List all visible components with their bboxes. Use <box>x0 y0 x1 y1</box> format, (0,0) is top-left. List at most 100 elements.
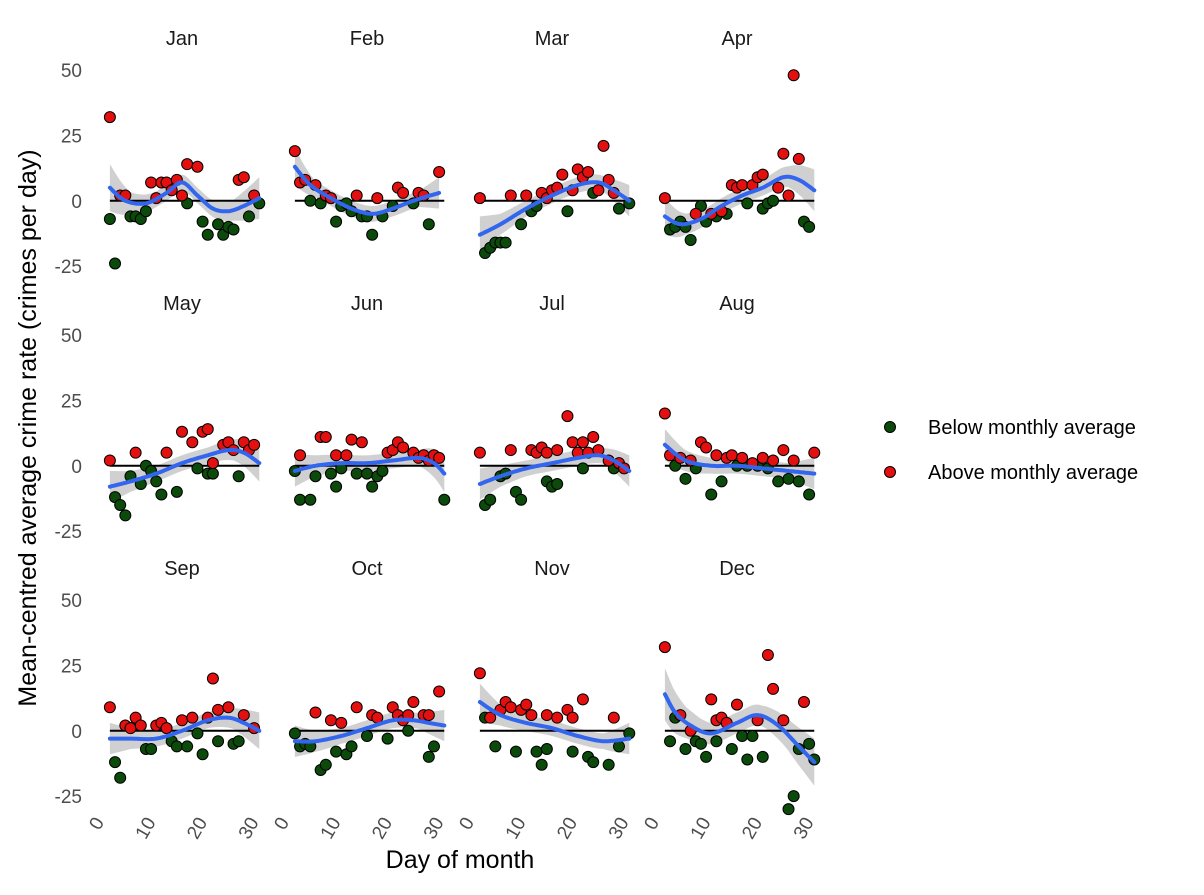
facet-jun: Jun <box>288 293 451 506</box>
point-below-average <box>782 472 795 485</box>
point-above-average <box>504 444 517 457</box>
y-tick-label: 25 <box>61 656 82 677</box>
point-below-average <box>756 750 769 763</box>
point-below-average <box>438 493 451 506</box>
point-below-average <box>330 215 343 228</box>
point-below-average <box>489 740 502 753</box>
point-below-average <box>109 257 122 270</box>
point-above-average <box>319 431 332 443</box>
point-above-average <box>587 431 600 443</box>
x-tick-label: 30 <box>235 814 264 843</box>
y-tick-label: -25 <box>55 787 82 808</box>
point-above-average <box>767 454 780 467</box>
x-tick-label: 0 <box>641 814 664 834</box>
x-tick-label: 30 <box>605 814 634 843</box>
point-below-average <box>366 480 379 493</box>
point-below-average <box>587 756 600 769</box>
point-below-average <box>119 509 132 522</box>
point-below-average <box>576 462 589 475</box>
point-above-average <box>792 152 805 165</box>
point-below-average <box>515 493 528 506</box>
x-tick-label: 30 <box>790 814 819 843</box>
point-above-average <box>473 446 486 459</box>
point-above-average <box>288 145 301 158</box>
x-tick-label: 20 <box>738 814 767 843</box>
facet-oct: Oct <box>288 558 447 776</box>
facet-apr: Apr <box>658 28 817 246</box>
smooth-trend-line <box>477 453 632 486</box>
point-above-average <box>160 722 173 735</box>
point-above-average <box>335 716 348 729</box>
point-below-average <box>201 228 214 241</box>
x-tick-label: 10 <box>317 814 346 843</box>
y-tick-label: 25 <box>61 126 82 147</box>
point-below-average <box>324 467 337 480</box>
point-above-average <box>340 449 353 462</box>
x-tick-label: 10 <box>502 814 531 843</box>
x-axis-title: Day of month <box>386 846 535 874</box>
point-below-average <box>361 729 373 742</box>
point-above-average <box>176 425 188 438</box>
point-above-average <box>787 454 800 467</box>
facet-label: Oct <box>351 558 383 580</box>
point-above-average <box>731 698 743 711</box>
point-below-average <box>741 753 754 766</box>
point-above-average <box>658 192 671 205</box>
point-below-average <box>736 729 749 742</box>
point-below-average <box>196 215 209 228</box>
confidence-band <box>479 683 630 755</box>
point-above-average <box>761 648 774 661</box>
point-below-average <box>741 197 754 210</box>
point-below-average <box>150 475 163 488</box>
point-above-average <box>345 433 358 446</box>
point-below-average <box>772 475 785 488</box>
point-above-average <box>222 701 235 714</box>
point-above-average <box>787 69 800 82</box>
point-above-average <box>324 714 337 727</box>
point-below-average <box>294 493 307 506</box>
point-above-average <box>736 451 749 464</box>
point-above-average <box>700 441 713 454</box>
confidence-band <box>479 447 630 500</box>
point-below-average <box>551 478 564 491</box>
point-below-average <box>499 236 512 249</box>
point-above-average <box>134 719 147 732</box>
point-below-average <box>309 470 322 483</box>
point-above-average <box>355 436 368 449</box>
point-below-average <box>103 213 116 226</box>
point-above-average <box>772 181 785 194</box>
smooth-trend-line <box>107 715 262 742</box>
point-above-average <box>520 698 533 711</box>
point-above-average <box>124 722 137 735</box>
facet-mar: Mar <box>473 28 636 260</box>
facet-panels: Jan Feb Mar Apr May Jun Jul Aug Sep Oct Nov Dec <box>103 28 821 816</box>
smooth-trend-line <box>477 180 632 237</box>
point-below-average <box>232 735 245 748</box>
facet-may: May <box>103 293 262 522</box>
point-below-average <box>170 740 183 753</box>
facet-label: Jan <box>166 28 198 50</box>
point-below-average <box>345 740 358 753</box>
point-above-average <box>186 711 199 724</box>
point-above-average <box>191 160 204 173</box>
point-above-average <box>237 171 250 184</box>
point-above-average <box>576 436 589 449</box>
point-below-average <box>679 743 692 756</box>
facet-jan: Jan <box>103 28 266 270</box>
point-above-average <box>576 693 589 706</box>
point-below-average <box>612 202 625 215</box>
y-tick-label: 0 <box>71 457 82 478</box>
point-above-average <box>433 166 446 178</box>
point-below-average <box>139 205 152 218</box>
smooth-trend-line <box>107 448 262 489</box>
point-above-average <box>181 158 194 171</box>
point-above-average <box>473 667 486 680</box>
point-below-average <box>191 462 204 475</box>
point-below-average <box>288 727 301 740</box>
point-above-average <box>433 451 446 464</box>
point-below-average <box>715 475 728 488</box>
legend-label: Below monthly average <box>928 417 1136 439</box>
point-above-average <box>186 436 199 449</box>
point-above-average <box>797 696 810 708</box>
